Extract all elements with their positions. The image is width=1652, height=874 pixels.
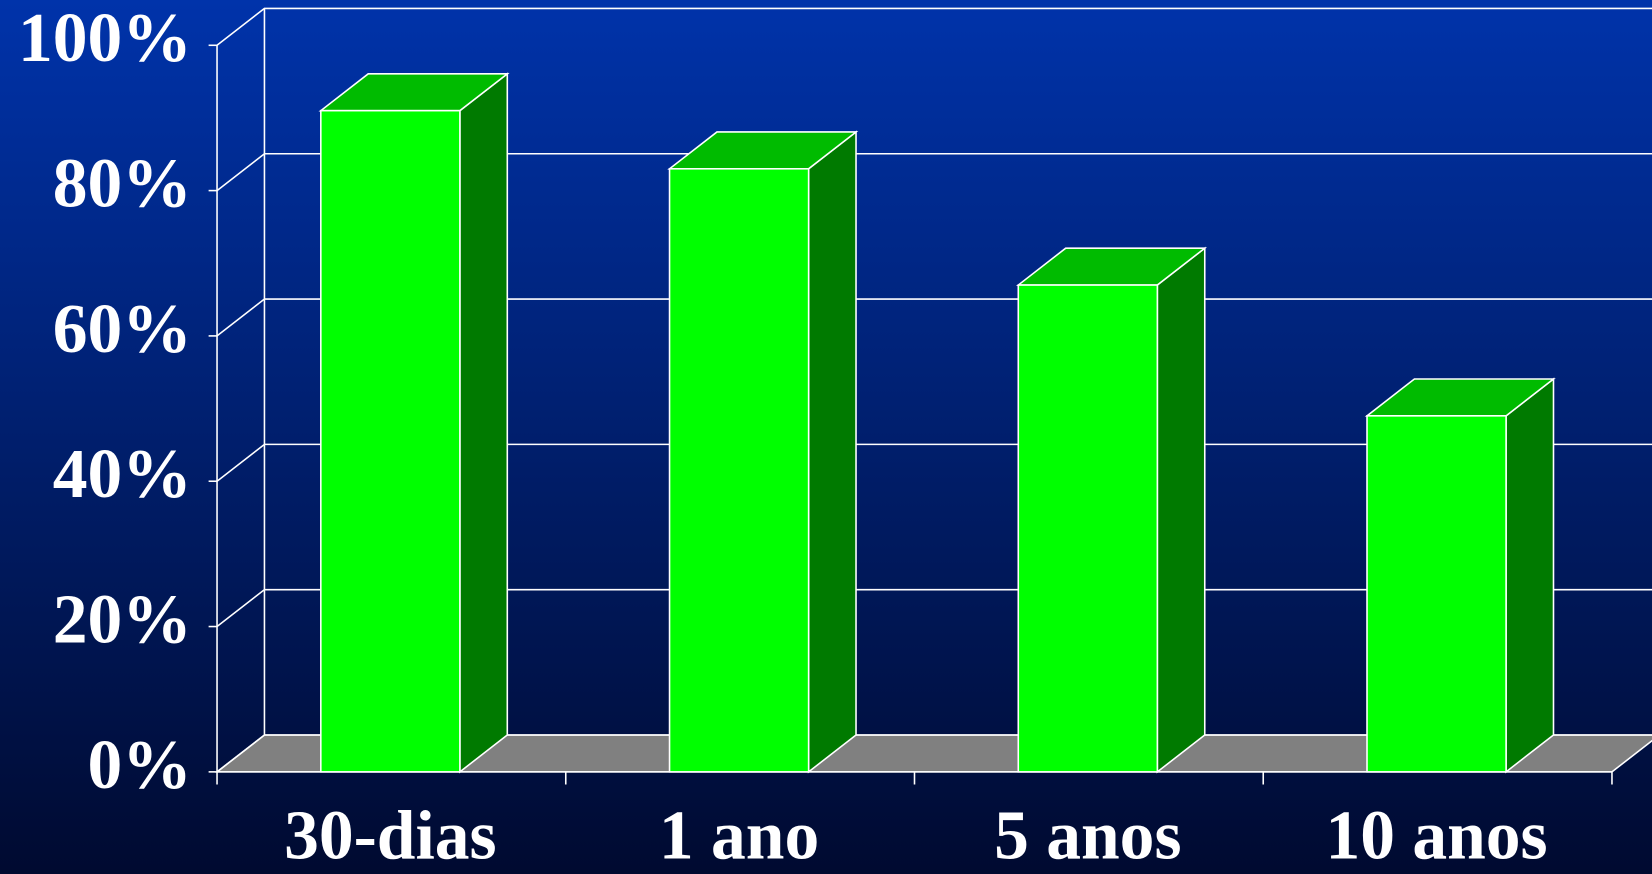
- y-tick-label: 80%: [53, 146, 192, 223]
- x-tick-label: 10 anos: [1325, 797, 1547, 874]
- bar: [1366, 415, 1507, 773]
- grid-line: [216, 152, 1652, 192]
- bar-side: [459, 72, 509, 774]
- bar: [1017, 284, 1159, 773]
- x-tick-label: 1 ano: [659, 797, 819, 874]
- bar: [320, 109, 461, 773]
- bar-side: [1156, 246, 1206, 774]
- x-tick-label: 5 anos: [994, 797, 1181, 874]
- x-tick-label: 30-dias: [284, 797, 496, 874]
- y-tick-label: 60%: [53, 291, 192, 368]
- y-tick-label: 0%: [87, 727, 191, 804]
- bar: [668, 168, 810, 773]
- bar-side: [807, 130, 857, 774]
- y-tick-label: 20%: [53, 582, 192, 659]
- y-tick-label: 40%: [53, 436, 192, 513]
- bar-side: [1505, 377, 1555, 774]
- y-tick-label: 100%: [18, 0, 192, 77]
- grid-line: [216, 7, 1652, 46]
